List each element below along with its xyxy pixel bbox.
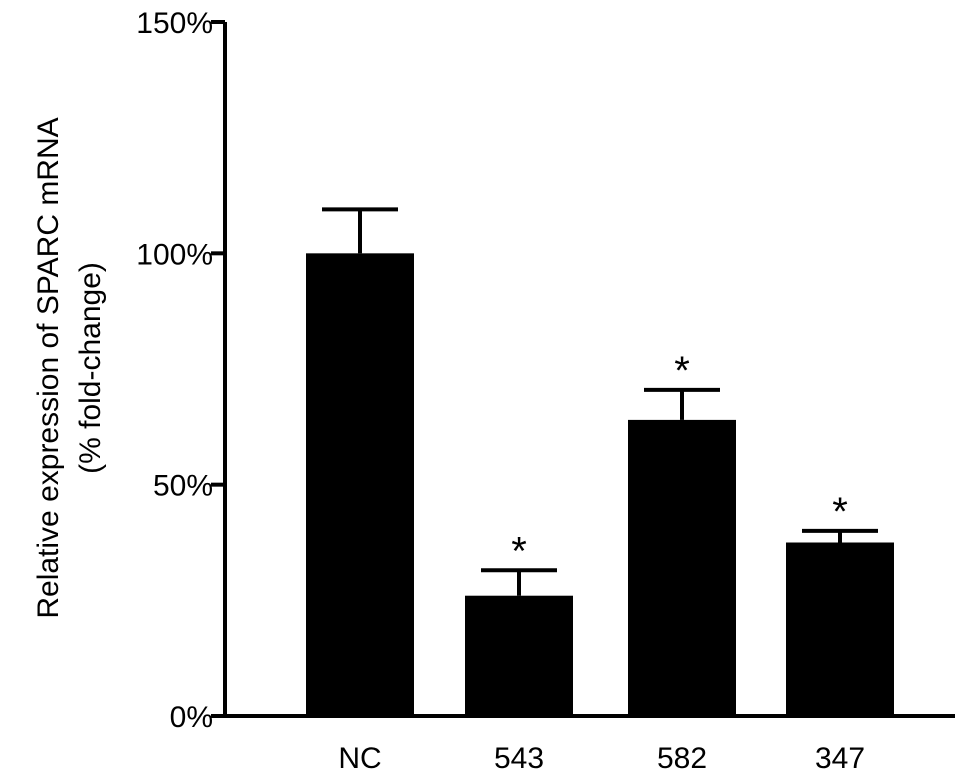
significance-marker-543: * bbox=[511, 529, 527, 573]
y-tick-label: 100% bbox=[136, 238, 213, 271]
y-tick-label: 150% bbox=[136, 7, 213, 40]
y-tick-label: 0% bbox=[170, 701, 213, 734]
axes-group bbox=[223, 22, 955, 718]
y-tick-label: 50% bbox=[153, 470, 213, 503]
bar-582 bbox=[628, 419, 736, 716]
y-ticks-group: 0% 50% 100% 150% bbox=[136, 7, 225, 734]
y-axis-title-line-1: Relative expression of SPARC mRNA bbox=[32, 117, 65, 618]
bar-543 bbox=[465, 595, 573, 716]
x-tick-label-NC: NC bbox=[338, 742, 381, 775]
bar-NC bbox=[306, 253, 414, 717]
x-tick-label-543: 543 bbox=[494, 742, 544, 775]
y-axis-title: Relative expression of SPARC mRNA (% fol… bbox=[32, 117, 107, 618]
significance-markers-group: * * * bbox=[511, 349, 848, 573]
error-bars-group bbox=[322, 207, 878, 596]
x-ticks-group: NC 543 582 347 bbox=[338, 742, 865, 775]
x-tick-label-347: 347 bbox=[815, 742, 865, 775]
x-tick-label-582: 582 bbox=[657, 742, 707, 775]
significance-marker-347: * bbox=[832, 490, 848, 534]
y-axis-title-line-2: (% fold-change) bbox=[74, 262, 107, 474]
bars-group bbox=[306, 253, 894, 717]
bar-347 bbox=[786, 542, 894, 716]
significance-marker-582: * bbox=[674, 349, 690, 393]
